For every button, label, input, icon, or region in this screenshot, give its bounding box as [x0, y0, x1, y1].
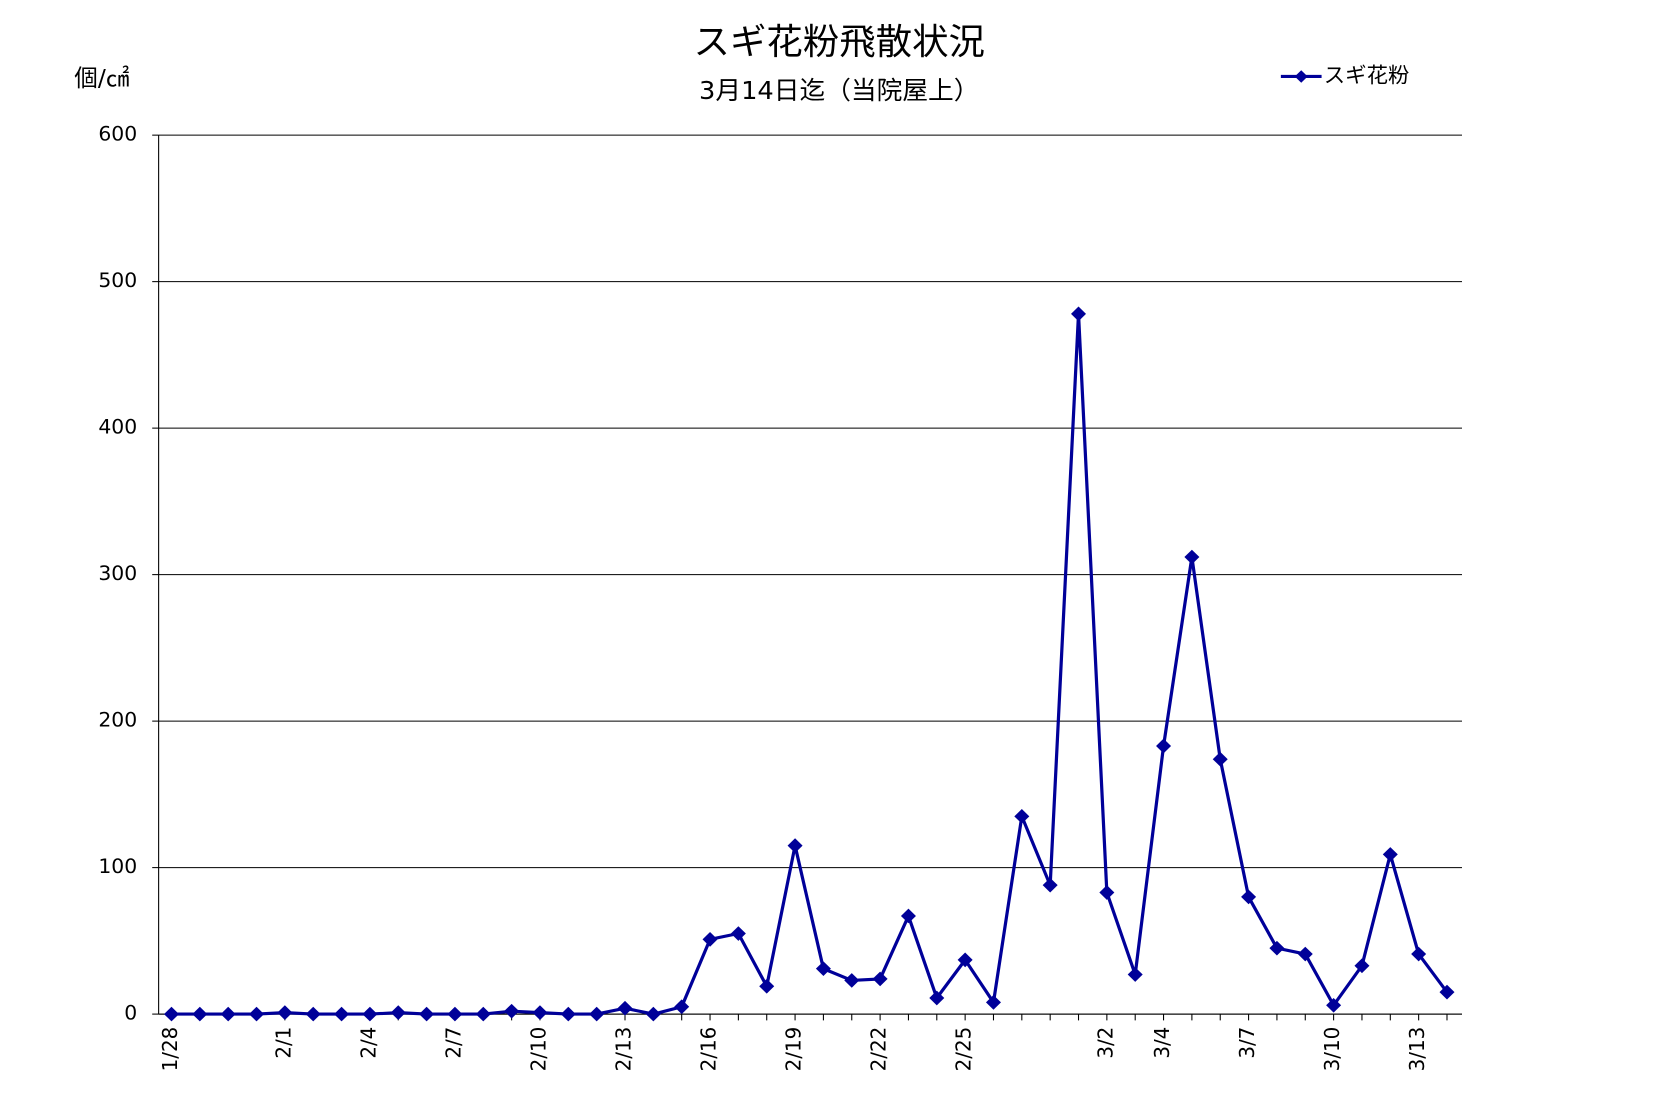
- data-point: [560, 1006, 576, 1022]
- data-point: [1212, 751, 1228, 767]
- x-tick-label: 3/4: [1150, 1027, 1174, 1059]
- data-point: [220, 1006, 236, 1022]
- data-point: [334, 1006, 350, 1022]
- x-tick-label: 2/10: [526, 1027, 550, 1072]
- data-point: [1184, 549, 1200, 565]
- data-point: [1127, 967, 1143, 982]
- x-tick-label: 2/1: [271, 1027, 295, 1059]
- data-point: [787, 838, 803, 853]
- data-point: [192, 1006, 208, 1022]
- data-point: [985, 995, 1001, 1010]
- y-tick-label: 300: [98, 561, 137, 585]
- data-point: [589, 1006, 605, 1022]
- data-point: [475, 1006, 491, 1022]
- data-point: [872, 971, 888, 987]
- data-point: [815, 961, 831, 977]
- y-tick-label: 100: [98, 854, 137, 878]
- data-point: [1014, 808, 1030, 824]
- data-point: [504, 1003, 520, 1019]
- data-point: [900, 908, 916, 924]
- data-point: [1241, 889, 1257, 905]
- x-tick-label: 3/10: [1320, 1027, 1344, 1072]
- y-tick-label: 500: [98, 268, 137, 292]
- x-tick-label: 2/4: [356, 1027, 380, 1059]
- x-tick-label: 2/13: [611, 1027, 635, 1072]
- data-point: [844, 973, 860, 988]
- data-point: [1269, 940, 1285, 956]
- data-point: [1156, 738, 1172, 754]
- y-tick-label: 200: [98, 708, 137, 732]
- y-tick-label: 600: [98, 122, 137, 146]
- data-point: [929, 990, 945, 1006]
- data-point: [674, 999, 690, 1015]
- data-point: [1411, 946, 1427, 962]
- x-tick-label: 3/2: [1093, 1027, 1117, 1059]
- data-point: [1326, 997, 1342, 1013]
- data-point: [702, 932, 718, 947]
- x-tick-label: 2/19: [781, 1027, 805, 1072]
- x-tick-label: 2/22: [866, 1027, 890, 1072]
- data-point: [277, 1005, 293, 1020]
- data-point: [759, 978, 775, 994]
- data-point: [957, 952, 973, 968]
- x-tick-label: 3/7: [1235, 1027, 1259, 1059]
- y-tick-label: 0: [124, 1001, 137, 1025]
- x-tick-label: 3/13: [1405, 1027, 1429, 1072]
- data-point: [1354, 958, 1370, 974]
- chart-subtitle: 3月14日迄（当院屋上）: [699, 75, 979, 105]
- x-tick-label: 2/7: [441, 1027, 465, 1059]
- data-point: [249, 1006, 265, 1022]
- data-point: [1071, 306, 1087, 322]
- data-point: [305, 1006, 321, 1022]
- chart-title: スギ花粉飛散状況: [694, 22, 985, 63]
- data-point: [730, 926, 746, 941]
- x-tick-label: 2/16: [696, 1027, 720, 1072]
- data-point: [1099, 885, 1115, 900]
- data-point: [447, 1006, 463, 1022]
- legend-marker: [1294, 70, 1308, 83]
- y-axis-label: 個/㎠: [74, 65, 129, 92]
- data-point: [532, 1005, 548, 1020]
- data-point: [617, 1000, 633, 1016]
- data-point: [419, 1006, 435, 1022]
- data-point: [1382, 847, 1398, 862]
- data-point: [390, 1005, 406, 1020]
- x-tick-label: 2/25: [951, 1027, 975, 1072]
- data-point: [1042, 877, 1058, 893]
- legend-label: スギ花粉: [1324, 63, 1410, 88]
- data-point: [163, 1006, 179, 1022]
- data-point: [362, 1006, 378, 1022]
- series-line: [171, 313, 1449, 1016]
- y-tick-label: 400: [98, 415, 137, 439]
- data-point: [1439, 984, 1455, 1000]
- data-point: [1297, 946, 1313, 962]
- x-tick-label: 1/28: [158, 1027, 182, 1072]
- data-point: [645, 1006, 661, 1022]
